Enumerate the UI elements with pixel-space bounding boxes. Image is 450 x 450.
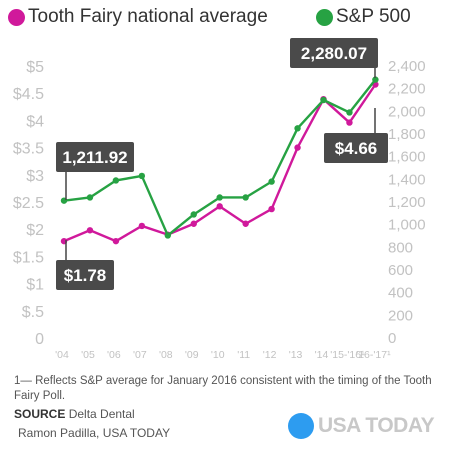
x-axis-tick-label: '08: [159, 349, 173, 361]
series-point-sp500: [216, 194, 223, 201]
left-axis-tick-label: 0: [35, 331, 44, 348]
callout-box: [56, 260, 114, 290]
legend-label-tooth-fairy: Tooth Fairy national average: [28, 6, 268, 27]
series-point-sp500: [190, 211, 197, 218]
right-axis-tick-label: 1,800: [388, 126, 426, 143]
legend-item-tooth-fairy: Tooth Fairy national average: [8, 6, 268, 28]
left-axis-tick-label: $1: [26, 277, 44, 294]
series-point-tooth-fairy: [190, 220, 197, 227]
left-axis-tick-label: $2: [26, 222, 44, 239]
callout-box: [56, 142, 134, 172]
series-point-tooth-fairy: [242, 220, 249, 227]
right-axis-tick-label: 200: [388, 307, 413, 324]
right-axis-tick-label: 0: [388, 330, 396, 347]
right-axis-tick-label: 1,600: [388, 149, 426, 166]
right-axis-tick-label: 2,400: [388, 58, 426, 75]
left-axis-tick-label: $5: [26, 59, 44, 76]
right-axis-tick-label: 600: [388, 262, 413, 279]
x-axis-tick-label: '09: [185, 349, 199, 361]
x-axis-tick-label: '04: [55, 349, 69, 361]
right-axis-tick-label: 1,400: [388, 171, 426, 188]
right-axis-tick-label: 2,200: [388, 81, 426, 98]
left-axis-tick-label: $4: [26, 113, 44, 130]
source-text: Delta Dental: [68, 407, 135, 421]
legend-item-sp500: S&P 500: [316, 6, 411, 28]
left-axis-tick-label: $3: [26, 168, 44, 185]
series-point-tooth-fairy: [112, 237, 120, 245]
left-axis-tick-label: $.5: [22, 304, 44, 321]
chart-legend: Tooth Fairy national average S&P 500: [4, 6, 450, 32]
x-axis-tick-label: '14: [315, 349, 329, 361]
credit-line: Ramon Padilla, USA TODAY: [18, 426, 171, 440]
x-axis-tick-label: '10: [211, 349, 225, 361]
series-point-sp500: [112, 177, 120, 184]
usa-today-logo-text: USA TODAY: [318, 414, 435, 437]
series-point-tooth-fairy: [346, 119, 353, 126]
right-axis-tick-label: 800: [388, 239, 413, 256]
series-point-tooth-fairy: [216, 203, 223, 210]
usa-today-logo: USA TODAY: [288, 413, 435, 439]
series-point-tooth-fairy: [294, 144, 301, 151]
series-point-sp500: [164, 232, 171, 239]
left-axis-tick-label: $4.5: [13, 86, 44, 103]
x-axis-tick-label: '11: [237, 349, 250, 361]
legend-label-sp500: S&P 500: [336, 6, 411, 27]
right-axis-tick-label: 1,200: [388, 194, 426, 211]
source-line: SOURCE Delta Dental: [14, 407, 135, 421]
callout-box: [324, 133, 388, 163]
x-axis-tick-label: '07: [133, 349, 147, 361]
right-axis-tick-label: 1,000: [388, 217, 426, 234]
series-point-sp500: [346, 109, 353, 116]
callout-box: [290, 38, 378, 68]
series-point-sp500: [294, 125, 301, 132]
series-point-sp500: [242, 194, 249, 201]
x-axis-tick-label: '15-'16¹: [330, 349, 365, 361]
series-point-sp500: [320, 96, 327, 104]
callout-label: $1.78: [64, 266, 107, 285]
series-point-sp500: [86, 194, 94, 201]
x-axis-tick-label: '16-'17¹: [356, 349, 391, 361]
x-axis-tick-label: '13: [289, 349, 303, 361]
legend-dot-sp500: [316, 8, 333, 26]
x-axis-tick-label: '06: [107, 349, 121, 361]
footnote: 1— Reflects S&P average for January 2016…: [14, 375, 432, 402]
series-point-tooth-fairy: [138, 222, 146, 230]
left-axis-tick-label: $2.5: [13, 195, 44, 212]
series-point-sp500: [138, 172, 146, 180]
legend-dot-tooth-fairy: [8, 8, 25, 26]
series-point-tooth-fairy: [268, 205, 275, 213]
right-axis-tick-label: 2,000: [388, 103, 426, 120]
callout-label: 1,211.92: [62, 148, 127, 167]
source-label: SOURCE: [14, 407, 66, 421]
usa-today-logo-circle-icon: [288, 413, 314, 439]
x-axis-tick-label: '12: [263, 349, 277, 361]
left-axis-tick-label: $3.5: [13, 141, 44, 158]
callout-label: 2,280.07: [301, 44, 367, 63]
series-point-sp500: [268, 178, 275, 185]
series-point-tooth-fairy: [86, 227, 94, 234]
x-axis-tick-label: '05: [81, 349, 95, 361]
callout-label: $4.66: [335, 139, 378, 158]
right-axis-tick-label: 400: [388, 285, 413, 302]
left-axis-tick-label: $1.5: [13, 249, 44, 266]
series-point-sp500: [372, 76, 379, 83]
line-chart: $5 $4.5 $4 $3.5 $3 $2.5 $2 $1.5 $1 $.5 0 2,400 2,200…: [13, 38, 426, 361]
